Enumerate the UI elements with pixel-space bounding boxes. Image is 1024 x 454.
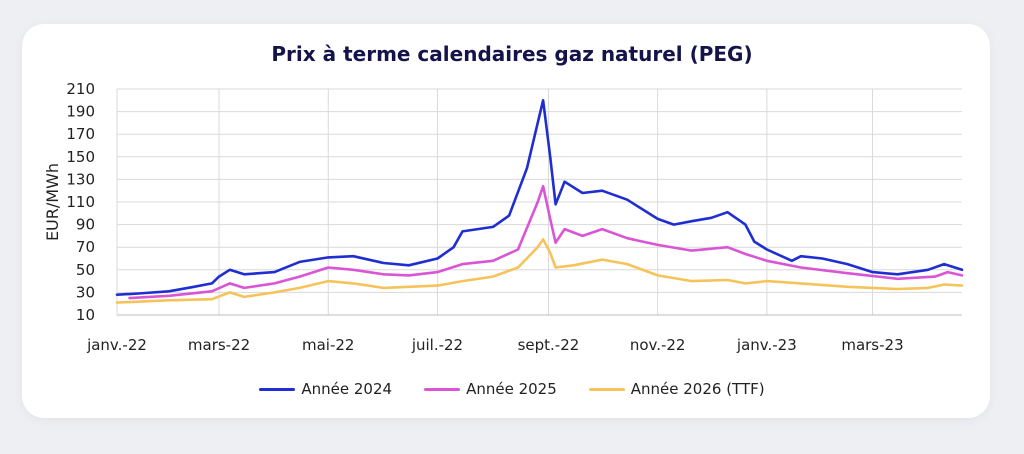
x-tick-label: nov.-22 [630,336,686,354]
legend-item: Année 2024 [259,380,392,398]
series-line-1 [115,99,964,296]
y-tick-label: 150 [66,148,95,166]
series-line-2 [128,184,964,300]
chart-legend: Année 2024 Année 2025 Année 2026 (TTF) [0,380,1024,398]
x-tick-label: janv.-22 [86,336,147,354]
y-tick-label: 130 [66,170,95,188]
legend-label: Année 2025 [466,380,557,398]
y-tick-label: 70 [76,238,95,256]
x-tick-label: sept.-22 [518,336,580,354]
legend-swatch [424,387,461,391]
chart-card [22,24,990,418]
y-axis-title: EUR/MWh [43,163,62,241]
y-tick-label: 30 [76,283,95,301]
y-tick-label: 190 [66,103,95,121]
legend-item: Année 2025 [424,380,557,398]
x-tick-label: juil.-22 [411,336,463,354]
y-tick-label: 50 [76,261,95,279]
series-line-3 [115,238,964,304]
legend-item: Année 2026 (TTF) [588,380,765,398]
legend-label: Année 2026 (TTF) [630,380,765,398]
y-tick-label: 170 [66,125,95,143]
x-tick-label: mars-23 [841,336,903,354]
legend-label: Année 2024 [301,380,393,398]
chart-title: Prix à terme calendaires gaz naturel (PE… [271,42,753,66]
legend-swatch [588,387,625,391]
y-tick-label: 10 [76,306,95,324]
y-tick-label: 210 [66,80,95,98]
legend-swatch [259,387,296,391]
y-tick-label: 90 [76,216,95,234]
x-tick-label: mars-22 [188,336,250,354]
y-tick-label: 110 [66,193,95,211]
x-tick-label: mai-22 [302,336,354,354]
x-tick-label: janv.-23 [736,336,797,354]
